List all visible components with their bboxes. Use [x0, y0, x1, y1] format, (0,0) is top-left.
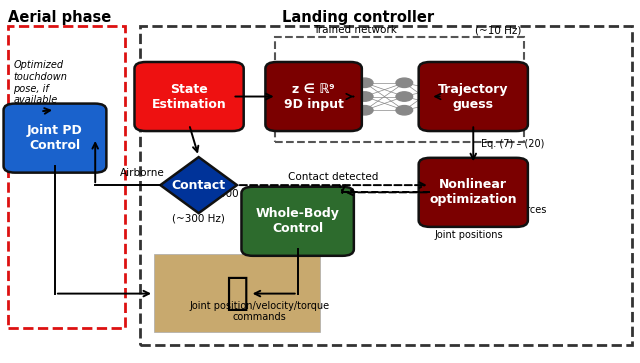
Text: Eq. (7) – (20): Eq. (7) – (20) — [481, 139, 544, 149]
Text: Trajectory
guess: Trajectory guess — [438, 82, 509, 110]
Circle shape — [396, 78, 413, 87]
Text: Whole-Body
Control: Whole-Body Control — [256, 207, 340, 235]
Text: Joint positions: Joint positions — [435, 230, 504, 240]
FancyBboxPatch shape — [419, 62, 528, 131]
FancyBboxPatch shape — [134, 62, 244, 131]
Text: Joint PD
Control: Joint PD Control — [27, 124, 83, 152]
FancyBboxPatch shape — [154, 254, 320, 331]
FancyBboxPatch shape — [241, 187, 354, 256]
FancyBboxPatch shape — [4, 103, 106, 173]
Text: Contact: Contact — [172, 179, 226, 192]
Text: Airborne: Airborne — [120, 168, 165, 178]
Text: Contact detected: Contact detected — [287, 171, 378, 182]
Text: Nonlinear
optimization: Nonlinear optimization — [429, 178, 517, 206]
Text: (~300 Hz): (~300 Hz) — [172, 213, 225, 223]
Circle shape — [356, 78, 373, 87]
Circle shape — [426, 85, 442, 94]
FancyBboxPatch shape — [419, 158, 528, 227]
Text: Joint position/velocity/torque
commands: Joint position/velocity/torque commands — [189, 301, 330, 322]
Circle shape — [426, 99, 442, 109]
Circle shape — [396, 106, 413, 115]
Text: (500 Hz): (500 Hz) — [215, 189, 259, 199]
Circle shape — [356, 106, 373, 115]
Text: Landing controller: Landing controller — [282, 10, 434, 25]
Polygon shape — [161, 157, 237, 213]
Text: 🐕: 🐕 — [225, 274, 249, 312]
Text: Trained network: Trained network — [313, 25, 397, 35]
Text: Ground reaction forces: Ground reaction forces — [435, 205, 547, 215]
Text: z ∈ ℝ⁹
9D input: z ∈ ℝ⁹ 9D input — [284, 82, 344, 110]
FancyBboxPatch shape — [266, 62, 362, 131]
Text: (~10 Hz): (~10 Hz) — [475, 25, 521, 35]
Text: Optimized
touchdown
pose, if
available: Optimized touchdown pose, if available — [13, 60, 67, 105]
Circle shape — [356, 92, 373, 101]
Text: Body posture: Body posture — [435, 218, 500, 228]
Text: State
Estimation: State Estimation — [152, 82, 227, 110]
Text: Aerial phase: Aerial phase — [8, 10, 111, 25]
Circle shape — [396, 92, 413, 101]
